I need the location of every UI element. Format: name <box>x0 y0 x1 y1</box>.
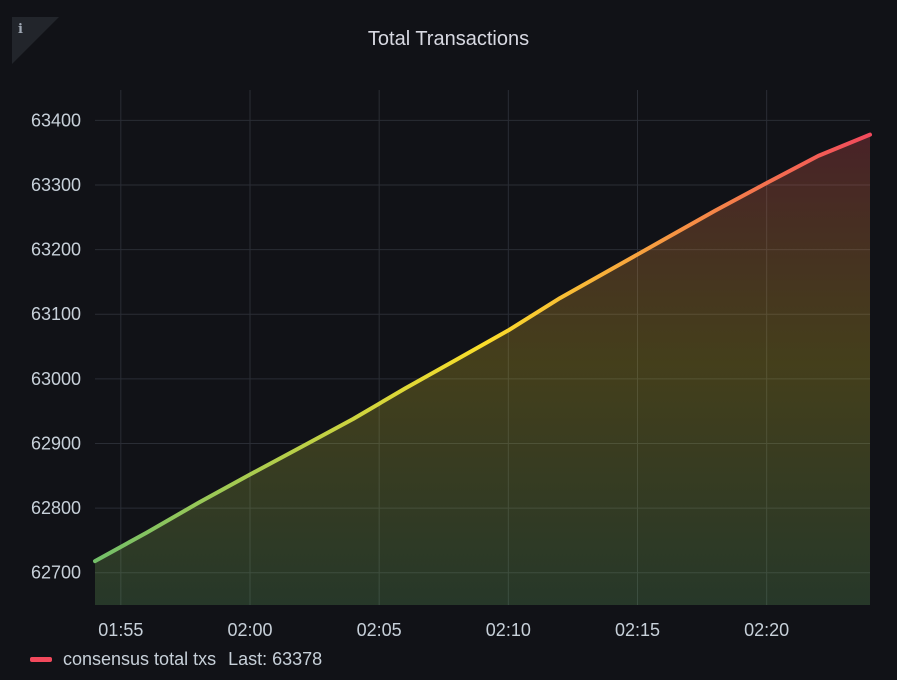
series-consensus-total-txs <box>93 132 872 605</box>
legend-color-swatch <box>30 656 52 662</box>
series-line <box>93 132 872 564</box>
x-tick-label: 02:05 <box>357 620 402 640</box>
legend-series-label: consensus total txs <box>63 648 217 669</box>
x-tick-label: 02:00 <box>227 620 272 640</box>
info-icon[interactable]: i <box>18 22 23 37</box>
panel-title: Total Transactions <box>367 28 530 50</box>
y-tick-label: 62800 <box>31 498 81 518</box>
y-tick-label: 63100 <box>31 304 81 324</box>
legend[interactable]: consensus total txs Last: 63378 <box>30 648 322 670</box>
x-tick-label: 02:10 <box>486 620 531 640</box>
y-tick-label: 63400 <box>31 110 81 130</box>
y-axis-ticks: 62700 62800 62900 63000 63100 63200 63300 63400 <box>31 110 81 582</box>
y-tick-label: 62700 <box>31 563 81 583</box>
y-tick-label: 63000 <box>31 369 81 389</box>
series-area-fill <box>95 134 870 605</box>
y-tick-label: 62900 <box>31 433 81 453</box>
x-axis-ticks: 01:55 02:00 02:05 02:10 02:15 02:20 <box>98 620 789 640</box>
x-tick-label: 02:20 <box>744 620 789 640</box>
x-tick-label: 01:55 <box>98 620 143 640</box>
legend-last-value: Last: 63378 <box>228 648 323 669</box>
x-tick-label: 02:15 <box>615 620 660 640</box>
y-tick-label: 63200 <box>31 240 81 260</box>
panel-info-corner[interactable] <box>12 17 59 64</box>
y-tick-label: 63300 <box>31 175 81 195</box>
